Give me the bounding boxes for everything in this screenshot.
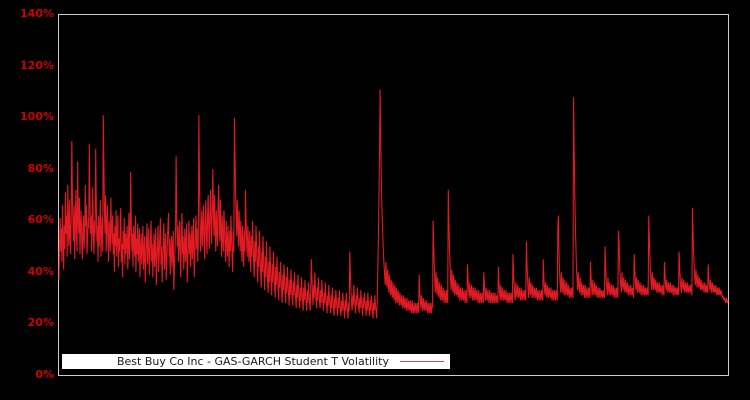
chart-legend[interactable]: Best Buy Co Inc - GAS-GARCH Student T Vo… [62,354,450,369]
volatility-series-line [58,89,729,319]
y-tick-100: 100% [20,110,54,123]
y-tick-140: 140% [20,7,54,20]
y-tick-0: 0% [35,368,54,381]
y-tick-40: 40% [27,265,54,278]
y-tick-20: 20% [27,316,54,329]
plot-border [58,14,729,376]
legend-line-sample [400,361,444,362]
legend-label: Best Buy Co Inc - GAS-GARCH Student T Vo… [116,355,389,368]
y-tick-120: 120% [20,59,54,72]
y-tick-60: 60% [27,213,54,226]
y-axis-tick-labels: 140% 120% 100% 80% 60% 40% 20% 0% [0,0,54,400]
y-tick-80: 80% [27,162,54,175]
